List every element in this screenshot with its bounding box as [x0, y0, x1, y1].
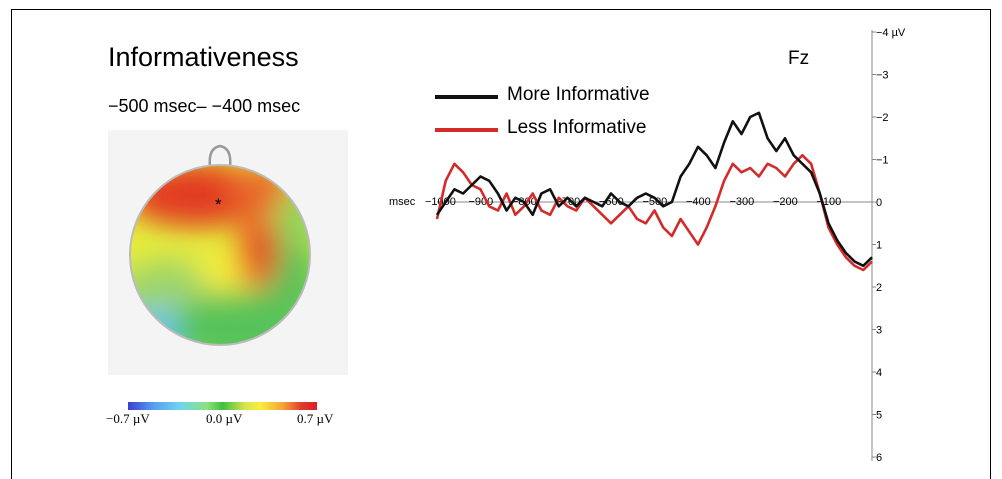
- y-tick-label: −3: [876, 70, 889, 82]
- x-tick-label: −400: [686, 196, 711, 208]
- y-tick-label: 5: [876, 410, 882, 422]
- y-tick-label: −4 µV: [876, 27, 906, 39]
- colorbar: [128, 402, 317, 410]
- x-tick-label: −300: [730, 196, 755, 208]
- y-tick-label: 2: [876, 282, 882, 294]
- legend-label-more-informative: More Informative: [507, 84, 650, 105]
- y-tick-label: −2: [876, 112, 889, 124]
- y-tick-label: −1: [876, 155, 889, 167]
- topo-electrode-marker: *: [215, 195, 222, 214]
- y-tick-label: 0: [876, 197, 882, 209]
- nose-outline: [208, 144, 232, 168]
- x-tick-label: −200: [773, 196, 798, 208]
- legend-label-less-informative: Less Informative: [507, 117, 647, 138]
- time-window-label: −500 msec– −400 msec: [108, 96, 301, 116]
- legend-swatch-less-informative: [435, 128, 498, 132]
- y-tick-label: 3: [876, 325, 882, 337]
- colorbar-mid-label: 0.0 µV: [206, 411, 243, 426]
- colorbar-min-label: −0.7 µV: [106, 411, 150, 426]
- x-axis-title: msec: [389, 196, 416, 208]
- panel-title: Informativeness: [108, 42, 299, 72]
- series-line-more-informative: [435, 111, 873, 268]
- colorbar-max-label: 0.7 µV: [297, 411, 334, 426]
- figure-frame: [11, 9, 991, 479]
- head-outline: [129, 164, 311, 346]
- y-tick-label: 6: [876, 452, 882, 464]
- legend-swatch-more-informative: [435, 95, 498, 99]
- scalp-topography-map: *: [129, 144, 311, 346]
- electrode-label: Fz: [788, 48, 810, 69]
- y-tick-label: 4: [876, 367, 882, 379]
- y-tick-label: 1: [876, 240, 882, 252]
- series-line-less-informative: [435, 154, 873, 272]
